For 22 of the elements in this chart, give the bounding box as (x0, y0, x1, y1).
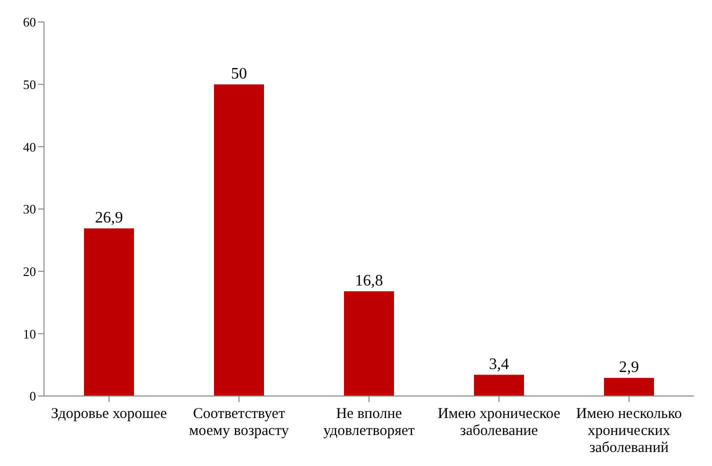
data-label: 26,9 (95, 209, 123, 226)
data-label: 50 (231, 65, 247, 82)
data-label: 16,8 (355, 272, 383, 290)
bar (474, 374, 524, 396)
bar (604, 378, 654, 396)
bar (214, 84, 264, 396)
bar (84, 228, 134, 396)
y-tick-label: 40 (23, 139, 36, 154)
data-label: 3,4 (489, 356, 509, 373)
y-tick-label: 60 (23, 14, 36, 30)
y-tick-label: 50 (23, 76, 36, 92)
x-tick-label: Здоровье хорошее (51, 406, 168, 422)
x-tick-label: Имею хроническое заболевание (438, 406, 561, 439)
data-label: 2,9 (619, 358, 639, 376)
y-tick-label: 20 (23, 264, 36, 279)
y-tick-label: 0 (30, 388, 36, 404)
y-tick-label: 30 (23, 202, 36, 217)
y-tick-label: 10 (23, 326, 36, 342)
bar (344, 291, 394, 396)
x-tick-label: Соответствует моему возрасту (189, 406, 290, 439)
x-tick-label: Имею несколько хронических заболеваний (576, 406, 682, 456)
x-tick-label: Не вполне удовлетворяет (323, 406, 416, 439)
